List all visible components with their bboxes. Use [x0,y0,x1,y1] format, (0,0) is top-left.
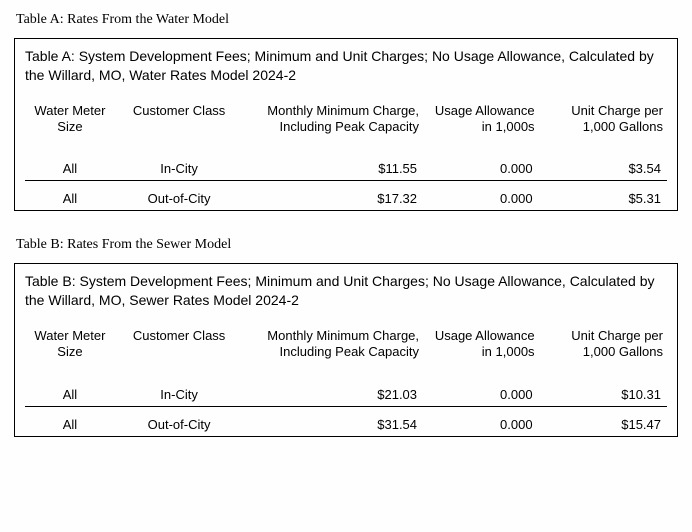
section-title-a: Table A: Rates From the Water Model [16,12,678,28]
col-unit: Unit Charge per 1,000 Gallons [539,328,667,377]
table-b-caption: Table B: System Development Fees; Minimu… [25,272,667,310]
cell-allow: 0.000 [423,181,539,211]
table-b-box: Table B: System Development Fees; Minimu… [14,263,678,436]
table-row: All In-City $11.55 0.000 $3.54 [25,151,667,181]
table-a: Water Meter Size Customer Class Monthly … [25,103,667,211]
cell-class: In-City [115,377,243,407]
table-row: All Out-of-City $31.54 0.000 $15.47 [25,406,667,436]
cell-unit: $3.54 [539,151,667,181]
section-sewer: Table B: Rates From the Sewer Model Tabl… [14,237,678,436]
table-row: All In-City $21.03 0.000 $10.31 [25,377,667,407]
cell-allow: 0.000 [423,377,539,407]
col-allow: Usage Allowance in 1,000s [423,103,539,152]
table-row: All Out-of-City $17.32 0.000 $5.31 [25,181,667,211]
col-min: Monthly Minimum Charge, Including Peak C… [243,328,423,377]
cell-class: In-City [115,151,243,181]
cell-min: $11.55 [243,151,423,181]
section-title-b: Table B: Rates From the Sewer Model [16,237,678,253]
cell-unit: $15.47 [539,406,667,436]
col-unit: Unit Charge per 1,000 Gallons [539,103,667,152]
cell-class: Out-of-City [115,406,243,436]
cell-min: $17.32 [243,181,423,211]
cell-min: $31.54 [243,406,423,436]
table-b: Water Meter Size Customer Class Monthly … [25,328,667,436]
cell-allow: 0.000 [423,406,539,436]
col-min: Monthly Minimum Charge, Including Peak C… [243,103,423,152]
cell-unit: $10.31 [539,377,667,407]
cell-meter: All [25,377,115,407]
cell-meter: All [25,151,115,181]
table-a-box: Table A: System Development Fees; Minimu… [14,38,678,211]
cell-allow: 0.000 [423,151,539,181]
col-meter: Water Meter Size [25,103,115,152]
cell-min: $21.03 [243,377,423,407]
col-class: Customer Class [115,103,243,152]
cell-unit: $5.31 [539,181,667,211]
cell-meter: All [25,406,115,436]
cell-meter: All [25,181,115,211]
table-a-header-row: Water Meter Size Customer Class Monthly … [25,103,667,152]
col-class: Customer Class [115,328,243,377]
col-allow: Usage Allowance in 1,000s [423,328,539,377]
table-b-header-row: Water Meter Size Customer Class Monthly … [25,328,667,377]
cell-class: Out-of-City [115,181,243,211]
section-water: Table A: Rates From the Water Model Tabl… [14,12,678,211]
col-meter: Water Meter Size [25,328,115,377]
table-a-caption: Table A: System Development Fees; Minimu… [25,47,667,85]
